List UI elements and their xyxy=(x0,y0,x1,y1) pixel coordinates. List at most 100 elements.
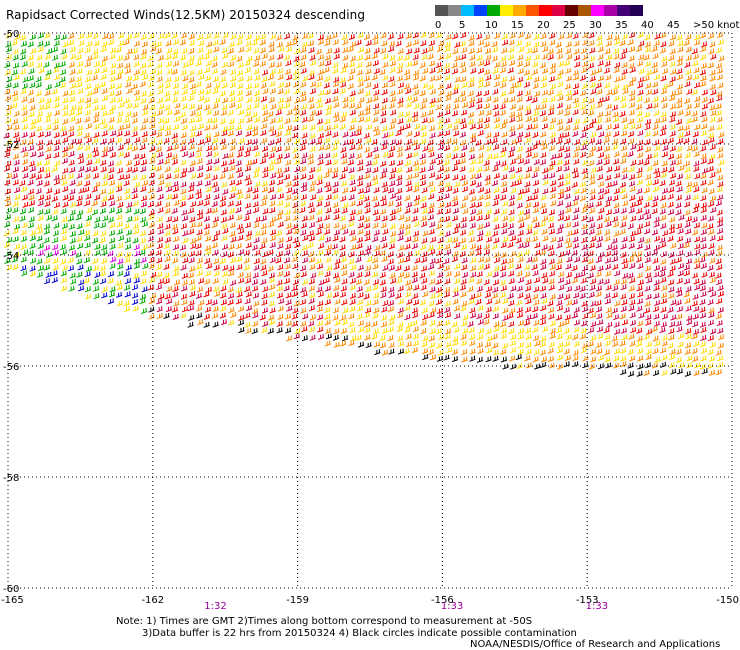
wind-barb xyxy=(700,347,708,354)
wind-barb xyxy=(637,32,644,39)
wind-barb xyxy=(436,342,443,349)
wind-barb xyxy=(572,124,579,131)
wind-barb xyxy=(628,131,635,138)
wind-barb xyxy=(211,299,218,306)
wind-barb xyxy=(372,236,379,243)
wind-barb xyxy=(283,174,291,181)
wind-barb xyxy=(565,299,573,306)
wind-barb xyxy=(188,76,195,83)
wind-barb xyxy=(502,39,509,46)
wind-barb xyxy=(532,293,539,300)
wind-barb xyxy=(700,153,707,160)
wind-barb xyxy=(452,88,459,95)
wind-barb xyxy=(203,223,211,230)
wind-barb xyxy=(131,131,138,138)
wind-barb xyxy=(645,293,652,300)
wind-barb xyxy=(548,209,556,216)
wind-barb xyxy=(710,89,717,96)
wind-barb xyxy=(342,47,349,54)
wind-barb xyxy=(555,314,563,321)
wind-barb xyxy=(716,68,723,74)
wind-barb xyxy=(413,131,421,138)
wind-barb xyxy=(534,242,541,249)
wind-barb xyxy=(325,256,332,263)
wind-barb xyxy=(429,293,436,300)
wind-barb xyxy=(69,167,76,173)
wind-barb xyxy=(598,251,605,258)
wind-barb xyxy=(78,229,85,236)
wind-barb xyxy=(77,33,85,40)
wind-barb xyxy=(76,104,83,111)
wind-barb xyxy=(388,348,395,355)
wind-barb xyxy=(516,123,524,130)
wind-barb xyxy=(661,334,668,341)
wind-barb xyxy=(388,55,396,61)
wind-barb xyxy=(189,89,197,96)
wind-barb xyxy=(37,200,44,207)
wind-barb xyxy=(700,111,707,118)
wind-barb xyxy=(516,285,523,292)
wind-barb xyxy=(676,291,683,297)
wind-barb xyxy=(267,328,275,334)
wind-barb xyxy=(222,188,229,195)
wind-barb xyxy=(572,130,579,137)
wind-barb xyxy=(171,207,178,214)
wind-barb xyxy=(21,194,29,201)
wind-barb xyxy=(396,146,403,153)
wind-barb xyxy=(572,349,579,356)
wind-barb xyxy=(284,81,291,88)
wind-barb xyxy=(101,180,108,187)
wind-barb xyxy=(684,298,691,304)
wind-barb xyxy=(28,145,35,152)
wind-barb xyxy=(29,265,36,272)
wind-barb xyxy=(101,130,108,137)
wind-barb xyxy=(429,75,436,82)
wind-barb xyxy=(565,48,572,55)
wind-barb xyxy=(515,167,523,173)
wind-barb xyxy=(683,97,691,104)
wind-barb xyxy=(268,97,275,103)
wind-barb xyxy=(517,76,524,83)
wind-barb xyxy=(460,139,467,146)
wind-barb xyxy=(324,307,331,313)
wind-barb xyxy=(644,244,651,251)
wind-barb xyxy=(517,54,524,61)
wind-barb xyxy=(485,208,492,215)
wind-barb xyxy=(685,46,692,53)
wind-barb xyxy=(94,272,101,278)
wind-barb xyxy=(268,41,275,48)
wind-barb xyxy=(332,81,340,88)
wind-barb xyxy=(523,208,531,215)
wind-barb xyxy=(645,348,652,355)
wind-barb xyxy=(547,300,554,307)
wind-barb xyxy=(693,165,700,172)
wind-barb xyxy=(397,111,404,118)
wind-barb xyxy=(94,158,101,165)
wind-barb xyxy=(397,348,405,355)
wind-barb xyxy=(246,124,253,131)
wind-barb xyxy=(235,179,242,186)
wind-barb xyxy=(379,335,386,342)
wind-barb xyxy=(451,237,459,243)
wind-barb xyxy=(38,104,45,111)
wind-barb xyxy=(646,195,653,202)
wind-barb xyxy=(332,187,339,194)
wind-barb xyxy=(700,130,708,137)
wind-barb xyxy=(404,216,411,223)
wind-barb xyxy=(181,48,188,55)
wind-barb xyxy=(349,144,356,151)
wind-barb xyxy=(614,328,621,335)
wind-barb xyxy=(67,265,75,272)
wind-barb xyxy=(141,286,148,293)
time-label: 1:32 xyxy=(204,601,226,612)
wind-barb xyxy=(686,314,693,321)
wind-barb xyxy=(531,216,538,223)
wind-barb xyxy=(12,82,19,89)
wind-barb xyxy=(45,124,52,131)
wind-barb xyxy=(213,194,220,200)
wind-barb xyxy=(476,54,483,61)
wind-barb xyxy=(509,355,516,362)
wind-barb xyxy=(707,97,715,104)
wind-barb xyxy=(171,32,178,39)
wind-barb xyxy=(581,67,588,73)
